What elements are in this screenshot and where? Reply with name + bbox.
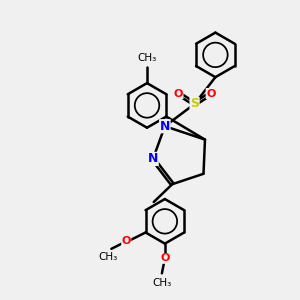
Text: O: O <box>206 88 216 98</box>
Text: CH₃: CH₃ <box>99 252 118 262</box>
Text: N: N <box>160 120 170 133</box>
Text: O: O <box>160 254 170 263</box>
Text: CH₃: CH₃ <box>152 278 172 288</box>
Text: S: S <box>190 98 199 110</box>
Text: N: N <box>148 152 158 165</box>
Text: O: O <box>173 88 183 98</box>
Text: CH₃: CH₃ <box>137 53 157 63</box>
Text: O: O <box>122 236 131 246</box>
